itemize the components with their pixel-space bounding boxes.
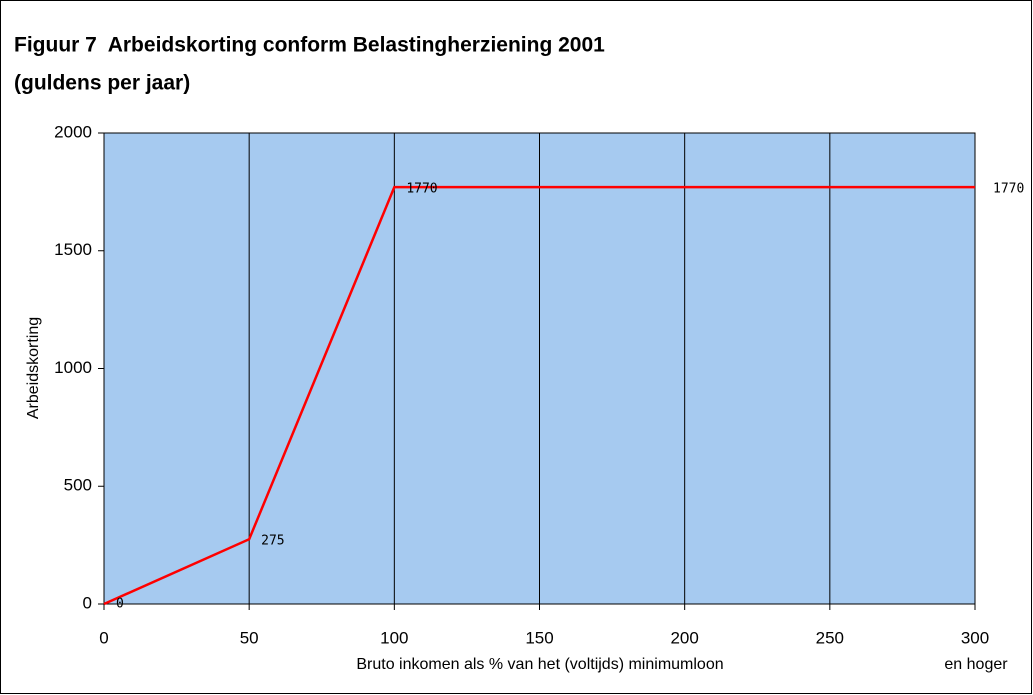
y-axis-label: Arbeidskorting	[25, 317, 42, 419]
x-axis-label: Bruto inkomen als % van het (voltijds) m…	[356, 656, 723, 673]
line	[103, 185, 975, 606]
chart-title: (guldens per jaar)	[14, 72, 190, 95]
x-tick-label: 200	[670, 628, 698, 647]
y-tick-label: 2000	[54, 122, 92, 141]
chart-title: Figuur 7 Arbeidskorting conform Belastin…	[14, 34, 605, 57]
data-label: 0	[116, 597, 124, 612]
data-label: 1770	[993, 182, 1024, 197]
y-tick-label: 1500	[54, 240, 92, 259]
x-tick-label: 300	[961, 628, 989, 647]
x-tick-label: 0	[99, 628, 108, 647]
y-tick-label: 500	[64, 476, 92, 495]
data-label: 1770	[406, 182, 437, 197]
y-tick-label: 1000	[54, 358, 92, 377]
x-tick-label: 250	[816, 628, 844, 647]
y-tick-label: 0	[83, 593, 92, 612]
x-tick-label: 150	[525, 628, 553, 647]
x-tick-label: 50	[240, 628, 259, 647]
annotation: en hoger	[944, 656, 1008, 673]
x-tick-label: 100	[380, 628, 408, 647]
data-label: 275	[261, 534, 284, 549]
